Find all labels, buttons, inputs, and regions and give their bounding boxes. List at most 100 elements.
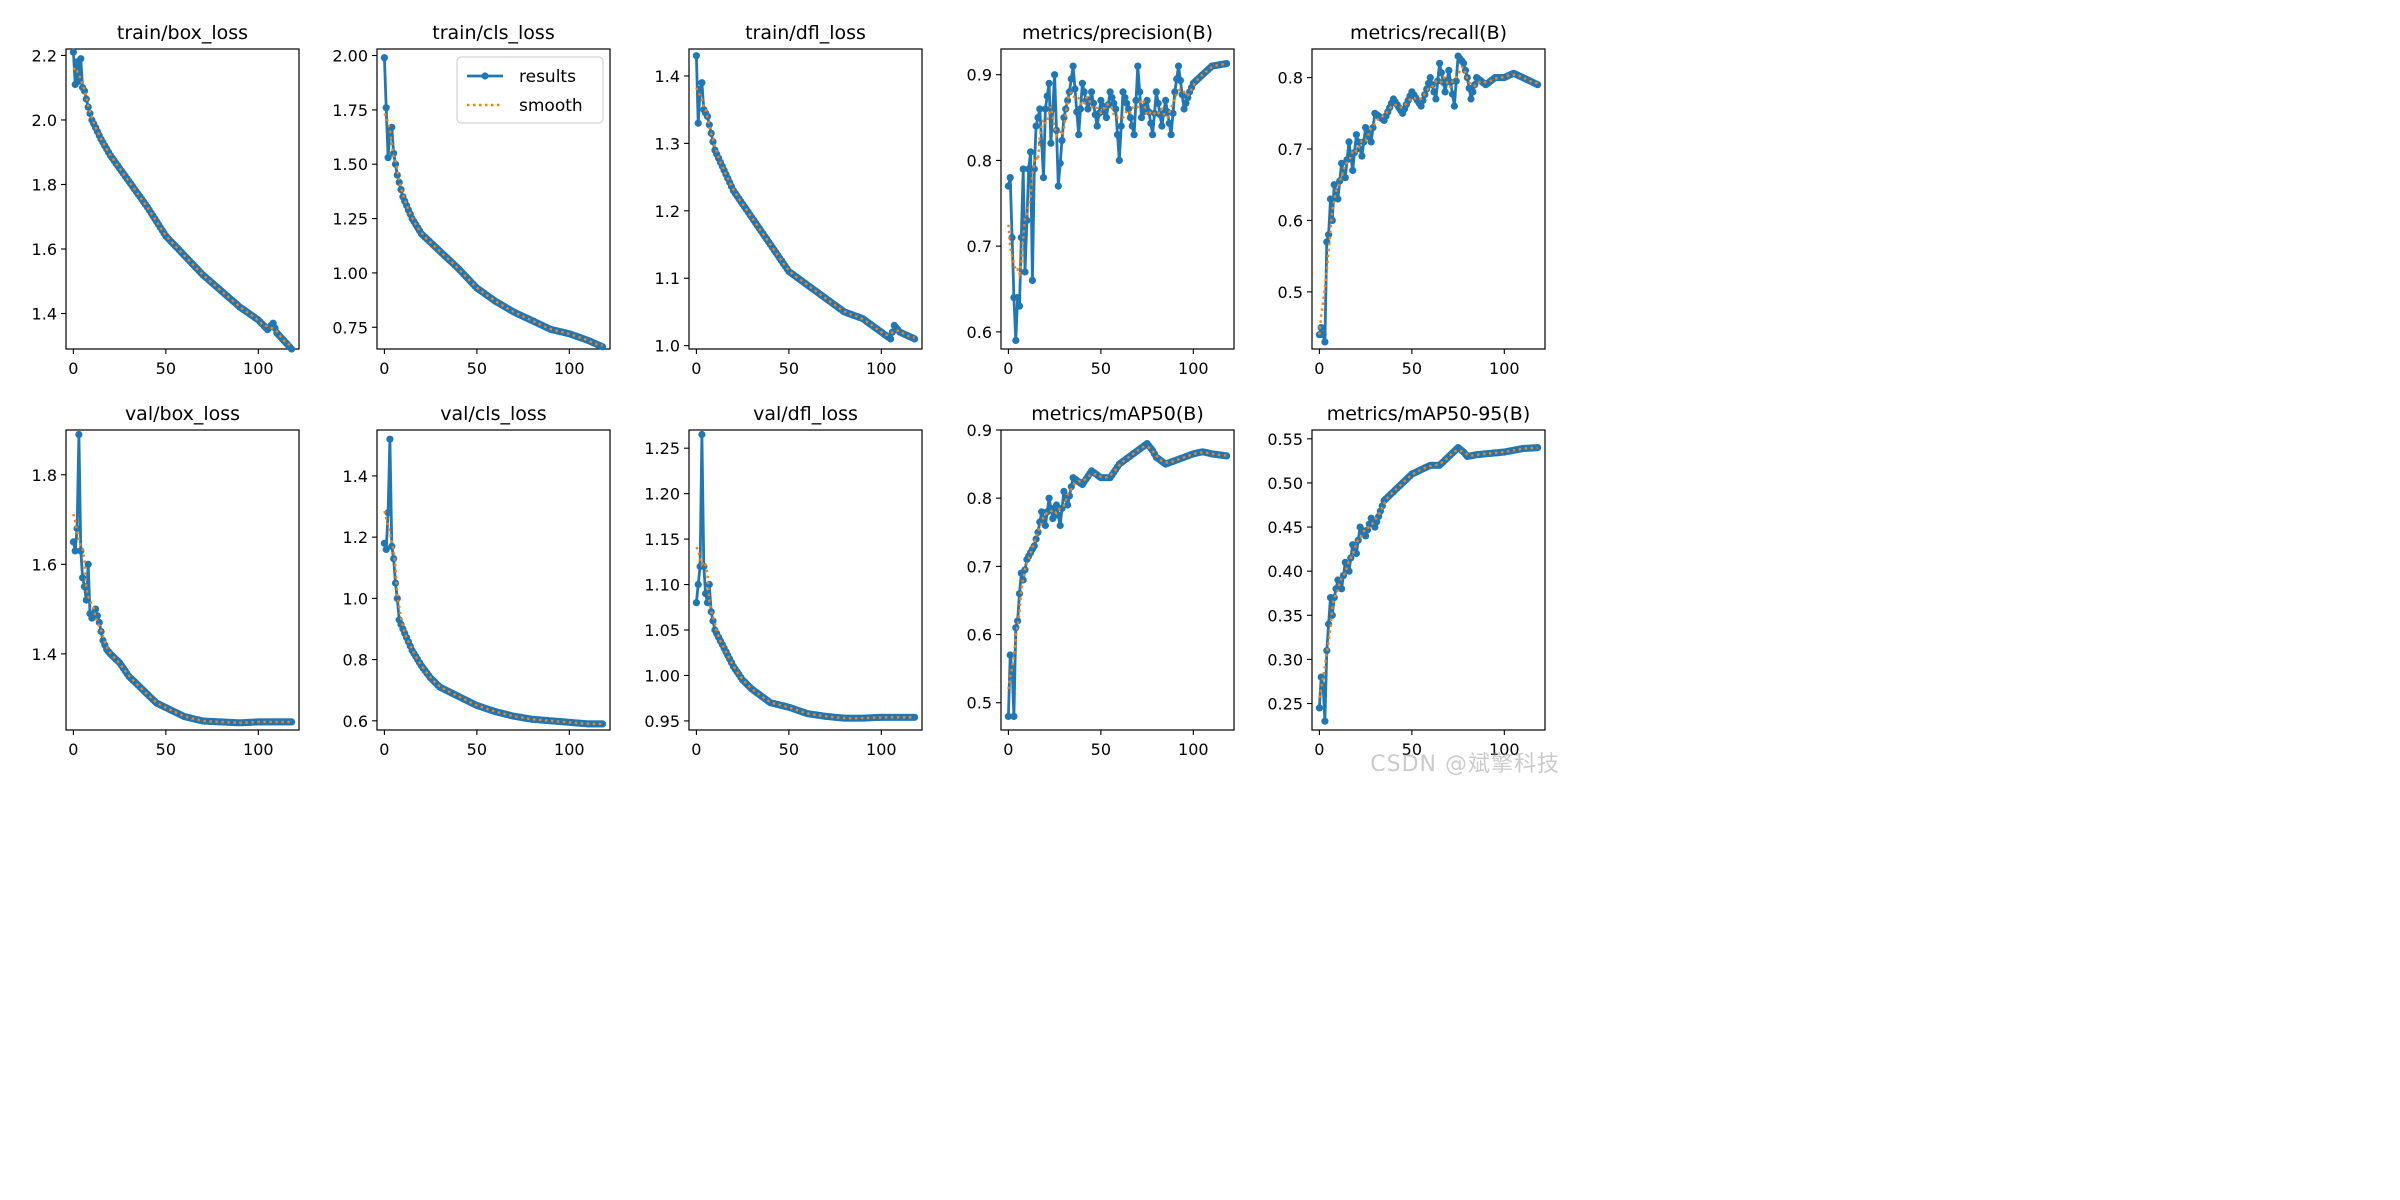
results-point	[1436, 59, 1444, 67]
axes-frame	[1000, 429, 1235, 731]
results-point	[1326, 195, 1335, 203]
results-point	[384, 509, 392, 517]
results-line	[1007, 62, 1227, 342]
y-tick-label: 1.05	[644, 621, 680, 640]
results-point	[1338, 585, 1346, 593]
results-point	[698, 79, 706, 87]
results-point	[1067, 75, 1075, 83]
results-point	[1006, 174, 1014, 182]
results-point	[1004, 182, 1013, 190]
results-point	[1015, 302, 1024, 310]
results-point	[1047, 139, 1055, 147]
smooth-line	[1318, 446, 1538, 699]
y-tick-label: 1.50	[332, 155, 368, 174]
results-point	[1052, 501, 1061, 509]
results-point	[694, 580, 702, 589]
smooth-line	[695, 87, 915, 339]
results-point	[1112, 105, 1120, 113]
smooth-line	[1007, 62, 1227, 279]
y-tick-label: 0.25	[1267, 695, 1303, 714]
results-point	[1058, 136, 1066, 144]
results-point	[1010, 712, 1018, 721]
y-tick-label: 1.25	[332, 210, 368, 229]
chart-title: val/dfl_loss	[753, 403, 858, 425]
results-point	[1162, 96, 1170, 104]
results-point	[84, 103, 92, 111]
axes-frame	[1311, 429, 1546, 731]
y-tick-label: 1.0	[343, 589, 368, 608]
y-tick-label: 1.2	[655, 202, 680, 221]
results-point	[1223, 452, 1231, 460]
results-point	[1163, 108, 1171, 116]
results-point	[1445, 66, 1453, 74]
results-point	[1093, 122, 1101, 130]
results-point	[386, 435, 394, 443]
results-point	[1469, 88, 1477, 96]
x-tick-label: 100	[243, 359, 274, 378]
results-point	[1101, 108, 1109, 116]
x-tick-label: 0	[68, 359, 78, 378]
axes-frame	[1000, 48, 1235, 350]
results-point	[1008, 234, 1016, 242]
results-point	[1358, 152, 1366, 160]
y-tick-label: 2.0	[32, 111, 57, 130]
chart-panel: val/cls_loss 0.6 0.8 1.0 1.2 1.4 0 50 100	[343, 403, 611, 759]
results-point	[1021, 268, 1029, 276]
x-tick-label: 100	[554, 740, 585, 759]
chart-panel: train/cls_loss 0.75 1.00 1.25 1.50 1.75 2.00 0 5…	[332, 22, 611, 378]
results-point	[71, 547, 79, 555]
x-tick-label: 100	[243, 740, 274, 759]
results-point	[288, 718, 296, 726]
y-tick-label: 0.45	[1267, 518, 1303, 537]
axes-frame	[688, 429, 923, 731]
results-point	[1321, 717, 1329, 725]
results-point	[1437, 69, 1445, 77]
y-tick-label: 0.6	[343, 712, 368, 731]
chart-panel: metrics/recall(B) 0.5 0.6 0.7 0.8 0 50 100	[1278, 22, 1546, 378]
results-point	[69, 538, 77, 546]
results-point	[380, 54, 388, 62]
y-tick-label: 0.8	[1278, 69, 1303, 88]
results-point	[1019, 165, 1027, 173]
results-point	[1354, 138, 1362, 146]
results-point	[1137, 114, 1146, 122]
results-point	[95, 618, 103, 627]
y-tick-label: 0.40	[1267, 562, 1303, 581]
smooth-line	[1318, 65, 1538, 335]
results-point	[1367, 138, 1375, 146]
y-tick-label: 1.0	[655, 337, 680, 356]
results-point	[69, 48, 77, 56]
y-tick-label: 1.25	[644, 439, 680, 458]
x-tick-label: 0	[379, 740, 389, 759]
x-tick-label: 50	[779, 359, 799, 378]
results-point	[1450, 102, 1458, 110]
results-point	[1064, 96, 1072, 104]
results-line	[1318, 54, 1539, 344]
results-point	[1051, 71, 1059, 79]
y-tick-label: 0.6	[1278, 211, 1303, 230]
results-point	[1136, 88, 1144, 96]
results-point	[84, 560, 92, 568]
results-point	[1428, 81, 1436, 89]
chart-title: metrics/precision(B)	[1022, 22, 1213, 44]
results-point	[1041, 521, 1049, 530]
y-tick-label: 1.8	[32, 175, 57, 194]
smooth-line	[695, 546, 915, 720]
chart-panel: val/dfl_loss 0.95 1.00 1.05 1.10 1.15 1.20 1.25…	[644, 403, 923, 759]
results-point	[1139, 108, 1147, 116]
results-point	[1078, 79, 1086, 87]
chart-title: metrics/mAP50(B)	[1031, 403, 1203, 425]
y-tick-label: 1.00	[332, 264, 368, 283]
results-point	[1134, 62, 1142, 70]
results-point	[1184, 94, 1192, 102]
y-tick-label: 0.75	[332, 318, 368, 337]
results-point	[702, 590, 710, 598]
y-tick-label: 1.4	[32, 305, 57, 324]
results-point	[1106, 88, 1114, 96]
y-tick-label: 1.1	[655, 269, 680, 288]
results-point	[1014, 294, 1022, 302]
results-point	[1064, 501, 1072, 509]
chart-panel: val/box_loss 1.4 1.6 1.8 0 50 100	[32, 403, 300, 759]
results-point	[1117, 122, 1125, 130]
chart-title: metrics/mAP50-95(B)	[1327, 403, 1531, 425]
